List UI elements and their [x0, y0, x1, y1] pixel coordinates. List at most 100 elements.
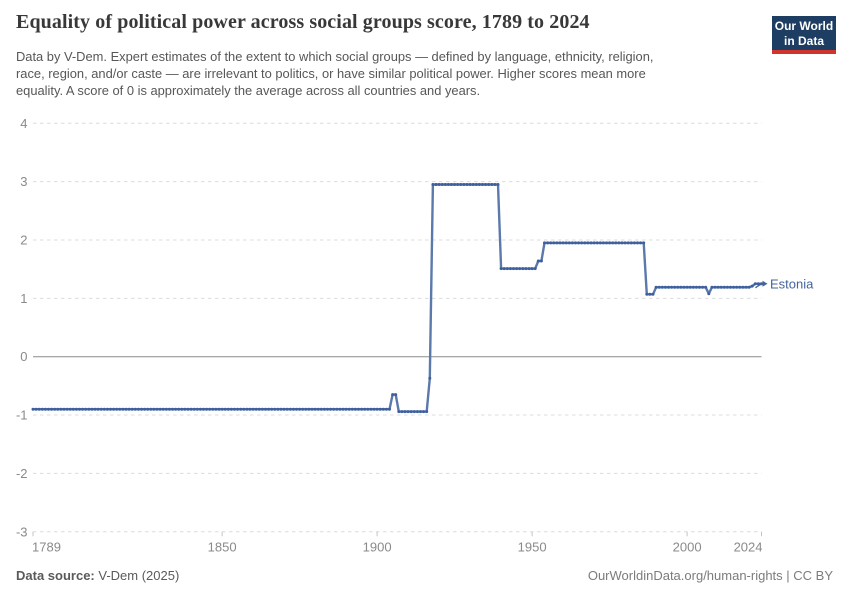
data-point — [68, 407, 72, 411]
data-point — [167, 407, 171, 411]
data-point — [673, 285, 677, 289]
series-label-estonia[interactable]: Estonia — [770, 276, 814, 291]
data-point — [344, 407, 348, 411]
data-point — [338, 407, 342, 411]
data-point — [372, 407, 376, 411]
data-point — [437, 183, 441, 186]
data-point — [729, 285, 732, 289]
footer-citation[interactable]: OurWorldinData.org/human-rights | CC BY — [587, 568, 833, 583]
data-point — [53, 407, 57, 411]
data-point — [90, 407, 94, 411]
data-point — [518, 267, 522, 271]
data-point — [527, 267, 531, 271]
data-point — [425, 410, 429, 414]
data-point — [558, 241, 562, 245]
data-point — [388, 407, 391, 411]
data-point — [654, 285, 658, 289]
x-axis-labels: 1789 1850 1900 1950 2000 2024 — [32, 540, 763, 555]
data-point — [239, 407, 243, 411]
data-point — [747, 285, 751, 289]
data-point — [310, 407, 314, 411]
data-point — [384, 407, 388, 411]
data-point — [415, 410, 419, 414]
data-point — [285, 407, 289, 411]
data-point — [660, 285, 664, 289]
data-point — [632, 241, 636, 245]
series-estonia[interactable]: Estonia — [31, 183, 815, 414]
data-point — [183, 407, 187, 411]
data-point — [443, 183, 447, 186]
data-point — [549, 241, 553, 245]
data-point — [34, 407, 38, 411]
data-point — [357, 407, 360, 411]
data-point — [533, 267, 537, 271]
data-point — [43, 407, 47, 411]
data-point — [260, 407, 264, 411]
data-point — [87, 407, 91, 411]
subtitle-line: equality. A score of 0 is approximately … — [16, 82, 481, 98]
data-point — [481, 183, 484, 186]
data-point — [536, 259, 540, 263]
data-point — [713, 285, 717, 289]
owid-logo[interactable]: Our World in Data — [772, 16, 836, 54]
data-point — [412, 410, 416, 414]
data-point — [446, 183, 450, 186]
y-tick-label: -2 — [16, 466, 28, 481]
data-point — [226, 407, 230, 411]
data-point — [546, 241, 550, 245]
data-point — [611, 241, 615, 245]
data-point — [543, 241, 546, 245]
data-source: Data source: V-Dem (2025) — [16, 568, 179, 583]
data-point — [406, 410, 410, 414]
data-point — [391, 393, 395, 397]
data-point — [440, 183, 444, 186]
data-point — [719, 285, 723, 289]
data-point — [484, 183, 488, 186]
data-point — [403, 410, 407, 414]
data-point — [691, 285, 695, 289]
y-tick-label: -3 — [16, 524, 28, 539]
data-point — [409, 410, 413, 414]
data-point — [456, 183, 460, 186]
data-point — [37, 407, 41, 411]
data-point — [502, 267, 506, 271]
data-point — [164, 407, 168, 411]
data-point — [282, 407, 286, 411]
data-point — [626, 241, 630, 245]
data-point — [118, 407, 122, 411]
data-point — [688, 285, 692, 289]
data-point — [47, 407, 50, 411]
data-point — [301, 407, 305, 411]
data-point — [198, 407, 202, 411]
data-point — [570, 241, 574, 245]
data-point — [174, 407, 178, 411]
data-point — [276, 407, 280, 411]
data-point — [422, 410, 426, 414]
data-point — [620, 241, 624, 245]
data-point — [31, 407, 35, 411]
data-point — [366, 407, 370, 411]
data-point — [143, 407, 147, 411]
data-point — [561, 241, 565, 245]
data-point — [508, 267, 512, 271]
data-point — [400, 410, 404, 414]
data-point — [614, 241, 618, 245]
data-point — [236, 407, 240, 411]
data-point — [698, 285, 701, 289]
owid-logo-line2: in Data — [783, 33, 824, 48]
chart-subtitle: Data by V-Dem. Expert estimates of the e… — [16, 49, 653, 99]
data-point — [208, 407, 212, 411]
data-point — [490, 183, 494, 186]
data-point — [735, 285, 739, 289]
data-point — [567, 241, 571, 245]
data-point — [341, 407, 345, 411]
data-point — [707, 292, 711, 296]
data-point — [214, 407, 218, 411]
data-point — [524, 267, 528, 271]
data-point — [725, 285, 729, 289]
data-point — [394, 393, 398, 397]
data-point — [663, 285, 667, 289]
x-tick-label: 2000 — [673, 540, 702, 555]
data-point — [642, 241, 646, 245]
